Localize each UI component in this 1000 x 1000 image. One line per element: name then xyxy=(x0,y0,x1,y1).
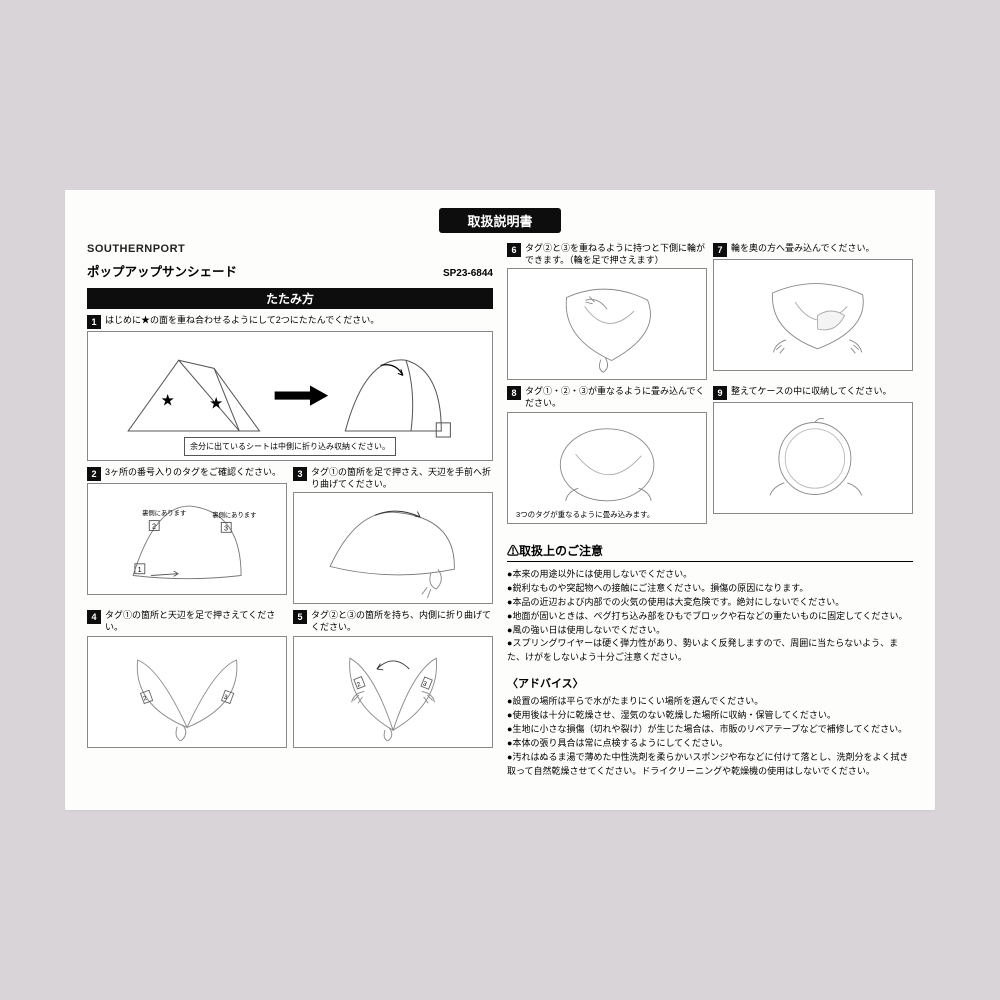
step-num-8: 8 xyxy=(507,386,521,400)
step3-text: タグ①の箇所を足で押さえ、天辺を手前へ折り曲げてください。 xyxy=(311,467,493,490)
step-num-7: 7 xyxy=(713,243,727,257)
svg-text:★: ★ xyxy=(209,395,223,413)
step9-diagram xyxy=(724,409,902,508)
right-col: 6 タグ②と③を重ねるように持つと下側に輪ができます。（輪を足で押さえます） 7輪… xyxy=(507,243,913,779)
step3-diagram xyxy=(304,499,482,598)
step9-frame xyxy=(713,402,913,514)
svg-text:1: 1 xyxy=(138,564,142,573)
step1-frame: ★ ★ 余分に出ているシートは中側に折り込み収納ください。 xyxy=(87,331,493,461)
step2-frame: 2 3 1 裏側にあります 裏側にあります xyxy=(87,483,287,595)
step2-text: 3ヶ所の番号入りのタグをご確認ください。 xyxy=(105,467,281,479)
step8-frame: 3つのタグが重なるように畳み込みます。 xyxy=(507,412,707,524)
product-row: ポップアップサンシェード SP23-6844 xyxy=(87,261,493,280)
step7-frame xyxy=(713,259,913,371)
svg-text:3: 3 xyxy=(224,523,228,532)
step1-text: はじめに★の面を重ね合わせるようにして2つにたたんでください。 xyxy=(105,315,379,327)
left-col: SOUTHERNPORT ポップアップサンシェード SP23-6844 たたみ方… xyxy=(87,243,493,779)
svg-text:★: ★ xyxy=(161,392,175,410)
step9-text: 整えてケースの中に収納してください。 xyxy=(731,386,892,398)
step-num-1: 1 xyxy=(87,315,101,329)
caution-item: スプリングワイヤーは硬く弾力性があり、勢いよく反発しますので、周囲に当たらないよ… xyxy=(507,637,913,665)
caution-rule xyxy=(507,561,913,562)
step4-diagram: 2 3 xyxy=(98,642,276,741)
caution-heading: ⚠取扱上のご注意 xyxy=(507,542,913,559)
step1-note: 余分に出ているシートは中側に折り込み収納ください。 xyxy=(184,437,396,456)
advice-item: 使用後は十分に乾燥させ、湿気のない乾燥した場所に収納・保管してください。 xyxy=(507,709,913,723)
step2-diagram: 2 3 1 裏側にあります 裏側にあります xyxy=(98,490,276,589)
step8-text: タグ①・②・③が重なるように畳み込んでください。 xyxy=(525,386,707,409)
advice-item: 汚れはぬるま湯で薄めた中性洗剤を柔らかいスポンジや布などに付けて落とし、洗剤分を… xyxy=(507,751,913,779)
step4-text: タグ①の箇所と天辺を足で押さえてください。 xyxy=(105,610,287,633)
step5-diagram: 2 3 xyxy=(304,642,482,741)
step6-frame xyxy=(507,268,707,380)
step5-frame: 2 3 xyxy=(293,636,493,748)
row-89: 8 タグ①・②・③が重なるように畳み込んでください。 3つのタグが重なるように畳み… xyxy=(507,386,913,529)
caution-item: 風の強い日は使用しないでください。 xyxy=(507,624,913,638)
advice-item: 生地に小さな損傷（切れや裂け）が生じた場合は、市販のリペアテープなどで補修してく… xyxy=(507,723,913,737)
advice-heading: 〈アドバイス〉 xyxy=(507,675,913,691)
caution-item: 地面が固いときは、ペグ打ち込み部をひもでブロックや石などの重たいものに固定してく… xyxy=(507,610,913,624)
step-num-9: 9 xyxy=(713,386,727,400)
doc-title: 取扱説明書 xyxy=(439,208,560,233)
caution-item: 本来の用途以外には使用しないでください。 xyxy=(507,568,913,582)
product-name: ポップアップサンシェード xyxy=(87,261,237,280)
advice-list: 設置の場所は平らで水がたまりにくい場所を選んでください。 使用後は十分に乾燥させ… xyxy=(507,695,913,779)
title-wrap: 取扱説明書 xyxy=(87,208,913,233)
step-num-6: 6 xyxy=(507,243,521,257)
step7-text: 輪を奥の方へ畳み込んでください。 xyxy=(731,243,875,255)
row-67: 6 タグ②と③を重ねるように持つと下側に輪ができます。（輪を足で押さえます） 7輪… xyxy=(507,243,913,386)
svg-text:2: 2 xyxy=(152,521,156,530)
caution-item: 鋭利なものや突起物への接触にご注意ください。損傷の原因になります。 xyxy=(507,582,913,596)
columns: SOUTHERNPORT ポップアップサンシェード SP23-6844 たたみ方… xyxy=(87,243,913,779)
step6-text: タグ②と③を重ねるように持つと下側に輪ができます。（輪を足で押さえます） xyxy=(525,243,707,266)
caution-list: 本来の用途以外には使用しないでください。 鋭利なものや突起物への接触にご注意くだ… xyxy=(507,568,913,666)
caution-item: 本品の近辺および内部での火気の使用は大変危険です。絶対にしないでください。 xyxy=(507,596,913,610)
step6-diagram xyxy=(518,275,696,374)
step3-frame xyxy=(293,492,493,604)
svg-text:裏側にあります: 裏側にあります xyxy=(212,510,256,519)
step-num-4: 4 xyxy=(87,610,101,624)
svg-text:裏側にあります: 裏側にあります xyxy=(142,508,186,517)
section-fold: たたみ方 xyxy=(87,288,493,309)
brand: SOUTHERNPORT xyxy=(87,243,493,255)
product-code: SP23-6844 xyxy=(443,268,493,279)
step5-text: タグ②と③の箇所を持ち、内側に折り曲げてください。 xyxy=(311,610,493,633)
step7-diagram xyxy=(724,266,902,365)
step-num-5: 5 xyxy=(293,610,307,624)
row-23: 2 3ヶ所の番号入りのタグをご確認ください。 2 3 1 裏側にあります 裏側にあ… xyxy=(87,467,493,610)
instruction-sheet: 取扱説明書 SOUTHERNPORT ポップアップサンシェード SP23-684… xyxy=(65,190,935,810)
step8-sub: 3つのタグが重なるように畳み込みます。 xyxy=(516,509,654,520)
row-45: 4 タグ①の箇所と天辺を足で押さえてください。 2 3 5 タグ②と③の箇所を持ち、… xyxy=(87,610,493,753)
step-num-2: 2 xyxy=(87,467,101,481)
advice-item: 本体の張り具合は常に点検するようにしてください。 xyxy=(507,737,913,751)
step-num-3: 3 xyxy=(293,467,307,481)
advice-item: 設置の場所は平らで水がたまりにくい場所を選んでください。 xyxy=(507,695,913,709)
step8-diagram xyxy=(518,418,696,517)
step4-frame: 2 3 xyxy=(87,636,287,748)
step1-head: 1 はじめに★の面を重ね合わせるようにして2つにたたんでください。 xyxy=(87,315,493,329)
